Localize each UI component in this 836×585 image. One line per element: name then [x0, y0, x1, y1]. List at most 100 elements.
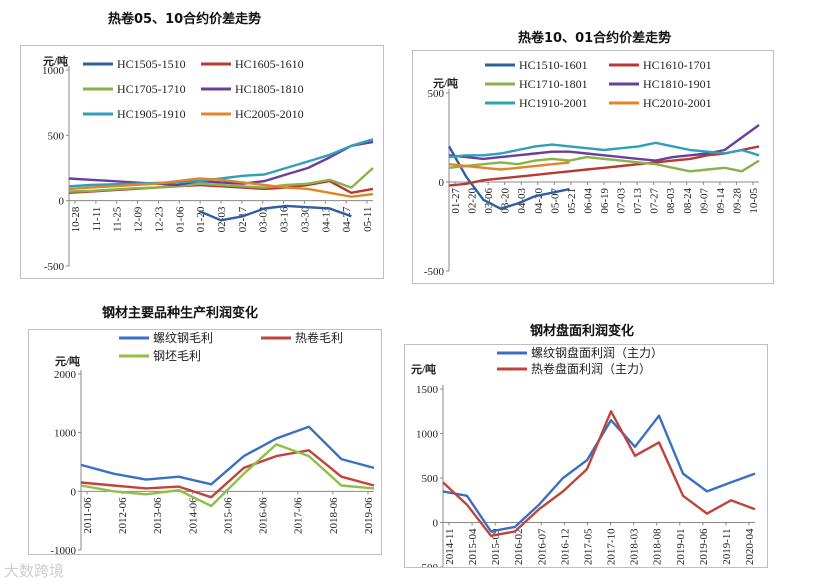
- series-line: [448, 145, 760, 187]
- y-tick-label: 500: [422, 473, 439, 485]
- chart1-frame: -500 0 500 1000 元/吨 10-28 11-11 11-25 12-09 12-23…: [20, 45, 384, 279]
- x-tick-label: 09-28: [731, 188, 743, 214]
- x-tick-label: 2011-06: [82, 497, 94, 534]
- x-tick-label: 2014-11: [444, 529, 456, 565]
- series-line: [80, 443, 375, 508]
- legend-label: HC1510-1601: [519, 58, 588, 72]
- x-tick-label: 2018-03: [629, 528, 641, 565]
- y-axis-label: 元/吨: [433, 76, 458, 90]
- y-axis-label: 元/吨: [55, 354, 80, 368]
- y-tick-label: 1000: [54, 428, 77, 440]
- x-tick-label: 07-03: [616, 188, 628, 214]
- y-axis-label: 元/吨: [43, 54, 68, 68]
- x-tick-label: 04-20: [533, 188, 545, 214]
- x-tick-label: 12-09: [133, 206, 145, 232]
- x-tick-label: 12-23: [153, 206, 165, 232]
- x-tick-label: 2019-01: [675, 529, 687, 566]
- y-tick-label: -500: [424, 266, 445, 278]
- x-tick-label: 11-25: [112, 206, 124, 232]
- x-tick-label: 2017-06: [293, 497, 305, 534]
- x-tick-label: 06-19: [599, 188, 611, 214]
- y-tick-label: 0: [71, 486, 77, 498]
- series-line: [448, 161, 570, 171]
- x-tick-label: 08-03: [665, 188, 677, 214]
- x-tick-label: 10-05: [748, 188, 760, 214]
- x-tick-label: 03-20: [500, 188, 512, 214]
- series-line: [448, 141, 760, 159]
- legend-label: HC1905-1910: [117, 107, 186, 121]
- watermark-text: 大数跨境: [4, 562, 65, 580]
- x-tick-label: 2016-12: [559, 529, 571, 566]
- chart3-frame: -1000 0 1000 2000 元/吨 2011-06 2012-06 2013-06 20…: [28, 329, 382, 557]
- chart4-title: 钢材盘面利润变化: [530, 324, 635, 339]
- x-tick-label: 09-14: [715, 188, 727, 214]
- y-tick-label: 500: [48, 130, 65, 142]
- x-tick-label: 2015-06: [223, 497, 235, 534]
- series-line: [68, 138, 374, 188]
- x-tick-label: 2018-06: [328, 497, 340, 534]
- legend-label: HC1605-1610: [235, 57, 304, 71]
- y-tick-label: 0: [433, 518, 439, 530]
- chart2-title: 热卷10、01合约价差走势: [518, 31, 672, 46]
- chart4-frame: -500 0 500 1000 1500 元/吨 2014-11 2015-04 2015-09…: [404, 344, 768, 574]
- x-tick-label: 2016-02: [513, 529, 525, 566]
- x-tick-label: 09-07: [698, 188, 710, 214]
- x-tick-label: 03-02: [258, 207, 270, 233]
- x-tick-label: 02-17: [237, 206, 249, 232]
- x-tick-label: 2012-06: [117, 497, 129, 534]
- legend-label: HC2005-2010: [235, 107, 304, 121]
- x-tick-label: 10-28: [70, 206, 82, 232]
- x-tick-label: 02-20: [467, 188, 479, 214]
- x-tick-label: 2013-06: [152, 497, 164, 534]
- x-tick-label: 2020-04: [744, 528, 756, 565]
- y-tick-label: 2000: [54, 369, 77, 381]
- legend-label: HC1705-1710: [117, 82, 186, 96]
- x-tick-label: 01-27: [450, 188, 462, 214]
- series-line: [447, 145, 570, 210]
- series-line: [68, 140, 374, 187]
- chart1-title: 热卷05、10合约价差走势: [108, 12, 262, 27]
- chart2-frame: -500 0 500 元/吨 01-27 02-20 03-06 03-20 04-03 04-2…: [412, 50, 774, 284]
- x-tick-label: 03-16: [279, 206, 291, 232]
- y-tick-label: -500: [418, 562, 439, 567]
- x-tick-label: 2016-07: [536, 528, 548, 565]
- x-tick-label: 04-13: [320, 206, 332, 232]
- x-tick-label: 2017-05: [582, 528, 594, 565]
- x-tick-label: 2015-09: [490, 528, 502, 565]
- x-tick-label: 05-11: [362, 207, 374, 232]
- x-tick-label: 05-07: [549, 188, 561, 214]
- x-tick-label: 2018-08: [652, 528, 664, 565]
- y-tick-label: 1500: [416, 384, 439, 396]
- x-tick-label: 05-21: [566, 188, 578, 214]
- y-tick-label: 1000: [416, 429, 439, 441]
- series-line: [448, 155, 760, 173]
- x-tick-label: 2019-11: [721, 529, 733, 565]
- x-tick-label: 2019-06: [363, 497, 375, 534]
- series-line: [68, 177, 374, 198]
- x-tick-label: 07-27: [649, 188, 661, 214]
- x-tick-label: 2015-04: [467, 528, 479, 565]
- x-tick-label: 03-06: [483, 188, 495, 214]
- y-tick-label: 0: [439, 177, 445, 189]
- series-line: [442, 410, 756, 537]
- x-tick-label: 2016-06: [258, 497, 270, 534]
- x-tick-label: 08-24: [682, 188, 694, 214]
- x-tick-label: 2014-06: [187, 497, 199, 534]
- x-tick-label: 07-13: [632, 188, 644, 214]
- chart3-title: 钢材主要品种生产利润变化: [102, 306, 259, 321]
- series-line: [448, 124, 760, 162]
- y-tick-label: 1000: [42, 65, 65, 77]
- series-line: [80, 449, 375, 499]
- y-tick-label: -500: [44, 261, 65, 273]
- legend-label: 螺纹钢毛利: [153, 331, 213, 345]
- legend-label: HC1505-1510: [117, 57, 186, 71]
- y-axis-label: 元/吨: [411, 362, 436, 376]
- chart4-svg: -500 0 500 1000 1500 元/吨 2014-11 2015-04 2015-09…: [411, 345, 756, 574]
- legend-label: HC2010-2001: [643, 96, 712, 110]
- x-tick-label: 01-20: [195, 206, 207, 232]
- x-tick-label: 11-11: [91, 207, 103, 232]
- y-tick-label: -1000: [50, 545, 76, 554]
- legend-label: HC1710-1801: [519, 77, 588, 91]
